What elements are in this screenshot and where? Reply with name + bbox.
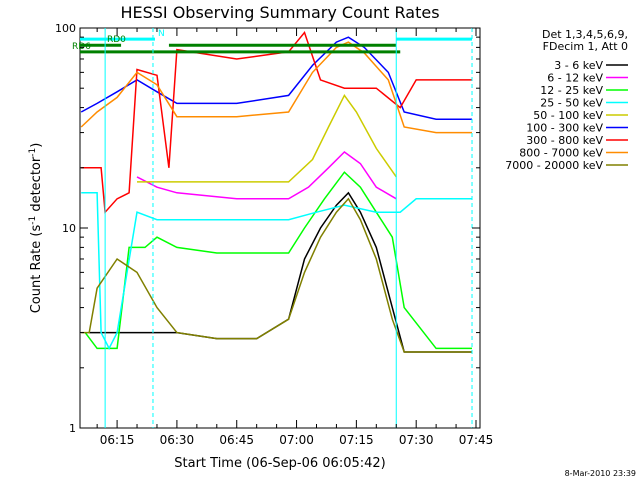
- chart-title: HESSI Observing Summary Count Rates: [120, 3, 439, 22]
- series-line-7: [80, 41, 472, 134]
- x-tick-label-4: 07:15: [339, 433, 374, 447]
- footer-date: 8-Mar-2010 23:39: [565, 469, 636, 478]
- y-tick-label-2: 100: [55, 22, 76, 35]
- legend-label-8: 7000 - 20000 keV: [505, 159, 603, 172]
- series-line-4: [137, 93, 397, 183]
- legend-label-4: 50 - 100 keV: [533, 109, 603, 122]
- y-axis-label-mid: detector: [29, 156, 44, 216]
- legend-label-5: 100 - 300 keV: [526, 122, 603, 135]
- series-line-8: [81, 197, 472, 353]
- y-axis-label-sup2: -1: [28, 148, 38, 157]
- legend-header-line-1: Det 1,3,4,5,6,9,: [542, 28, 628, 41]
- y-axis: 1 10 100: [55, 22, 480, 435]
- y-tick-label-0: 1: [69, 422, 76, 435]
- plot-area: N RD0 RD6: [72, 27, 481, 429]
- flags-layer: N RD0 RD6: [72, 29, 473, 54]
- x-tick-label-1: 06:30: [160, 433, 195, 447]
- x-tick-label-2: 06:45: [219, 433, 254, 447]
- series-line-3: [81, 192, 472, 351]
- legend-label-7: 800 - 7000 keV: [519, 147, 603, 160]
- series-line-1: [136, 151, 397, 200]
- flag-label-2: RD6: [72, 42, 91, 52]
- series-line-6: [81, 30, 472, 214]
- plot-frame: [79, 27, 481, 429]
- legend-label-3: 25 - 50 keV: [540, 97, 603, 110]
- series-layer: [80, 30, 472, 353]
- legend-label-1: 6 - 12 keV: [547, 72, 603, 85]
- flag-label-0: N: [158, 29, 165, 39]
- y-axis-label-sup1: -1: [28, 216, 38, 225]
- x-tick-label-5: 07:30: [399, 433, 434, 447]
- legend: Det 1,3,4,5,6,9, FDecim 1, Att 0 3 - 6 k…: [505, 28, 628, 172]
- series-line-0: [89, 191, 472, 353]
- series-line-2: [84, 171, 472, 350]
- y-axis-label: Count Rate (s-1 detector-1): [28, 143, 44, 314]
- y-tick-label-1: 10: [62, 222, 76, 235]
- legend-label-0: 3 - 6 keV: [554, 59, 603, 72]
- x-tick-label-0: 06:15: [100, 433, 135, 447]
- y-axis-label-end: ): [29, 143, 44, 148]
- legend-label-6: 300 - 800 keV: [526, 134, 603, 147]
- series-line-5: [80, 36, 472, 120]
- legend-label-2: 12 - 25 keV: [540, 84, 603, 97]
- x-axis-label: Start Time (06-Sep-06 06:05:42): [174, 456, 385, 471]
- y-axis-label-main: Count Rate (s: [29, 225, 44, 314]
- flag-label-1: RD0: [107, 35, 126, 45]
- vertical-markers: [104, 28, 473, 428]
- x-axis: 06:15 06:30 06:45 07:00 07:15 07:30 07:45: [96, 28, 494, 447]
- x-tick-label-3: 07:00: [279, 433, 314, 447]
- legend-header-line-2: FDecim 1, Att 0: [543, 40, 628, 53]
- x-tick-label-6: 07:45: [459, 433, 494, 447]
